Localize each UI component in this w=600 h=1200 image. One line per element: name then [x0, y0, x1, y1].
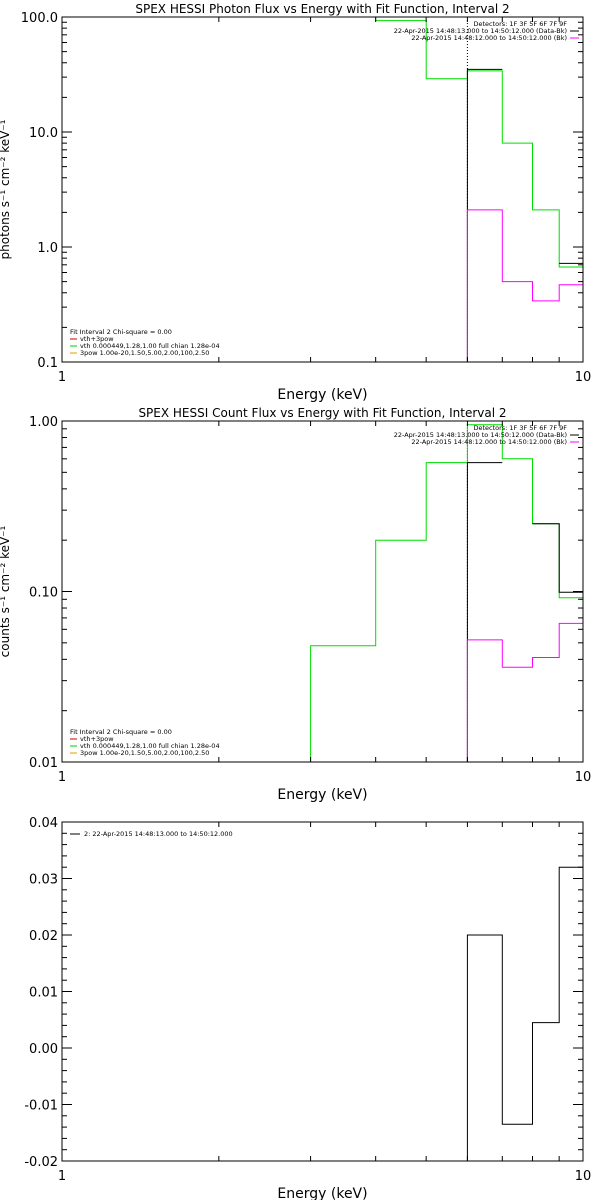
x-tick-label: 1 — [58, 370, 66, 385]
legend-bottom-entry: 3pow 1.00e-20,1.50,5.00,2.00,100,2.50 — [80, 749, 209, 757]
legend-top-entry: Detectors: 1F 3F 5F 6F 7F 9F — [473, 20, 567, 28]
y-tick-label: 1.0 — [37, 241, 58, 256]
y-axis-label: counts s⁻¹ cm⁻² keV⁻¹ — [0, 525, 12, 657]
series-Data-Bk — [466, 68, 583, 362]
series-Bk — [466, 622, 583, 762]
legend-top-entry: 22-Apr-2015 14:48:12.000 to 14:50:12.000… — [411, 438, 567, 446]
x-axis-label: Energy (keV) — [277, 787, 367, 803]
legend-bottom-entry: 3pow 1.00e-20,1.50,5.00,2.00,100,2.50 — [80, 349, 209, 357]
y-tick-label: -0.01 — [24, 1099, 58, 1114]
y-tick-label: 0.10 — [29, 586, 58, 601]
y-tick-label: 10.0 — [29, 126, 58, 141]
y-tick-label: 0.01 — [29, 986, 58, 1001]
legend-bottom-entry: vth+3pow — [80, 735, 114, 743]
legend-top-entry: Detectors: 1F 3F 5F 6F 7F 9F — [473, 424, 567, 432]
legend-inset-entry: 2: 22-Apr-2015 14:48:13.000 to 14:50:12.… — [84, 830, 233, 838]
y-tick-label: 0.02 — [29, 929, 58, 944]
x-axis-label: Energy (keV) — [277, 387, 367, 403]
series-Data-Bk — [466, 462, 583, 762]
plot-frame — [61, 16, 584, 363]
series-group — [310, 421, 583, 762]
y-axis-label: photons s⁻¹ cm⁻² keV⁻¹ — [0, 119, 12, 259]
x-tick-label: 10 — [575, 1169, 592, 1184]
chart-panel-3: 1 10 -0.02 -0.01 0.00 0.01 0.02 0.03 0.04 Energy … — [24, 816, 591, 1200]
plot-frame — [61, 420, 584, 763]
x-tick-label: 10 — [575, 770, 592, 785]
series-vth — [310, 424, 583, 762]
legend-top-entry: 22-Apr-2015 14:48:13.000 to 14:50:12.000… — [394, 431, 567, 439]
y-tick-label: 0.1 — [37, 356, 58, 371]
x-tick-label: 10 — [575, 370, 592, 385]
legend-bottom-entry: Fit Interval 2 Chi-square = 0.00 — [70, 328, 172, 336]
chart-title: SPEX HESSI Photon Flux vs Energy with Fi… — [135, 2, 509, 16]
series-group — [466, 866, 583, 1161]
chart-title: SPEX HESSI Count Flux vs Energy with Fit… — [138, 406, 506, 420]
legend-bottom-entry: vth+3pow — [80, 335, 114, 343]
plot-frame — [61, 821, 584, 1162]
x-tick-label: 1 — [58, 1169, 66, 1184]
y-tick-label: 1.00 — [29, 415, 58, 430]
chart-panel-1: SPEX HESSI Photon Flux vs Energy with Fi… — [0, 2, 591, 403]
series-residual — [466, 866, 583, 1161]
series-vth — [310, 17, 583, 268]
series-group — [310, 17, 583, 362]
series-Bk — [466, 209, 583, 362]
legend-bottom-entry: Fit Interval 2 Chi-square = 0.00 — [70, 728, 172, 736]
x-axis-label: Energy (keV) — [277, 1186, 367, 1200]
chart-panel-2: SPEX HESSI Count Flux vs Energy with Fit… — [0, 406, 591, 803]
y-tick-label: -0.02 — [24, 1155, 58, 1170]
x-tick-label: 1 — [58, 770, 66, 785]
legend-top-entry: 22-Apr-2015 14:48:12.000 to 14:50:12.000… — [411, 34, 567, 42]
legend-bottom-entry: vth 0.000449,1.28,1.00 full chian 1.28e-… — [80, 742, 220, 750]
y-tick-label: 0.01 — [29, 756, 58, 771]
legend-bottom-entry: vth 0.000449,1.28,1.00 full chian 1.28e-… — [80, 342, 220, 350]
y-tick-label: 0.04 — [29, 816, 58, 831]
y-tick-label: 100.0 — [21, 11, 58, 26]
y-tick-label: 0.03 — [29, 873, 58, 888]
legend-top-entry: 22-Apr-2015 14:48:13.000 to 14:50:12.000… — [394, 27, 567, 35]
y-tick-label: 0.00 — [29, 1042, 58, 1057]
